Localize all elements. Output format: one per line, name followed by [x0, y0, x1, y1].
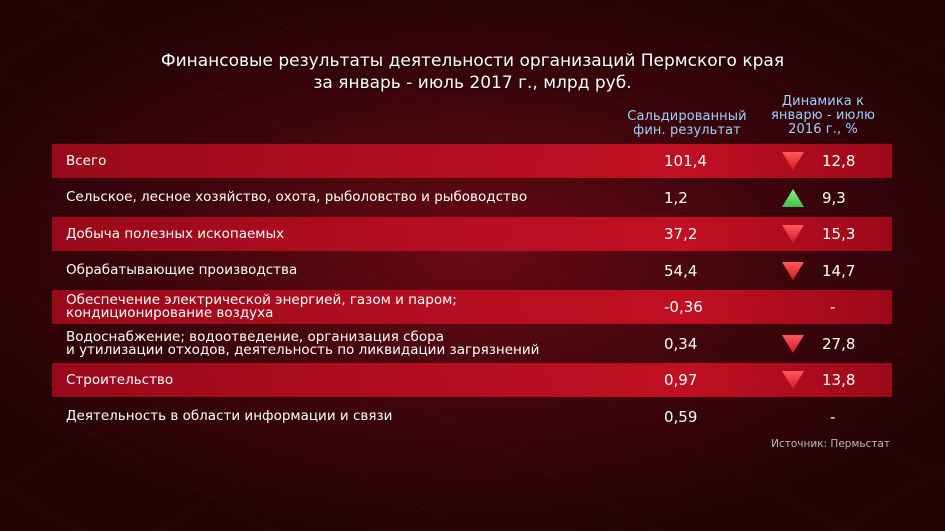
row-dynamics-value: - — [830, 407, 836, 426]
table-row: Добыча полезных ископаемых 37,2 15,3 — [52, 217, 892, 251]
row-dynamics-value: 9,3 — [822, 188, 846, 207]
trend-up-icon — [782, 188, 804, 207]
column-header-saldo: Сальдированный фин. результат — [627, 109, 747, 138]
row-saldo-value: 0,97 — [664, 371, 698, 389]
row-name: Обеспечение электрической энергией, газо… — [66, 292, 457, 321]
row-saldo-value: -0,36 — [664, 298, 703, 316]
row-name: Водоснабжение; водоотведение, организаци… — [66, 328, 540, 358]
table-row: Деятельность в области информации и связ… — [52, 400, 892, 434]
table-row: Всего 101,4 12,8 — [52, 144, 892, 178]
table-row: Обрабатывающие производства 54,4 14,7 — [52, 254, 892, 288]
row-name: Добыча полезных ископаемых — [66, 225, 285, 242]
table-row: Обеспечение электрической энергией, газо… — [52, 290, 892, 324]
trend-down-icon — [782, 225, 804, 243]
row-saldo-value: 0,59 — [664, 407, 698, 426]
row-saldo-value: 0,34 — [664, 334, 698, 353]
trend-down-icon — [782, 261, 804, 280]
source-note: Источник: Пермьстат — [771, 438, 890, 450]
table-row: Сельское, лесное хозяйство, охота, рыбол… — [52, 181, 892, 215]
row-name: Всего — [66, 152, 107, 169]
row-name: Деятельность в области информации и связ… — [66, 408, 393, 424]
row-dynamics-value: 12,8 — [822, 152, 856, 170]
row-name: Строительство — [66, 371, 174, 388]
trend-down-icon — [782, 371, 804, 389]
title-line-2: за январь - июль 2017 г., млрд руб. — [313, 73, 632, 93]
row-name: Сельское, лесное хозяйство, охота, рыбол… — [66, 189, 528, 205]
chart-title: Финансовые результаты деятельности орган… — [60, 50, 885, 94]
row-saldo-value: 54,4 — [664, 261, 698, 280]
row-dynamics-value: 13,8 — [822, 371, 856, 389]
row-dynamics-value: 14,7 — [822, 261, 856, 280]
row-name: Обрабатывающие производства — [66, 262, 298, 278]
row-dynamics-value: 27,8 — [822, 334, 856, 353]
column-header-dynamics: Динамика к январю - июлю 2016 г., % — [770, 94, 876, 137]
table-row: Водоснабжение; водоотведение, организаци… — [52, 327, 892, 361]
trend-down-icon — [782, 334, 804, 353]
row-saldo-value: 37,2 — [664, 225, 698, 243]
title-line-1: Финансовые результаты деятельности орган… — [160, 51, 785, 71]
trend-down-icon — [782, 152, 804, 170]
row-dynamics-value: 15,3 — [822, 225, 856, 243]
row-dynamics-value: - — [830, 298, 836, 316]
row-saldo-value: 1,2 — [664, 188, 688, 207]
row-saldo-value: 101,4 — [664, 152, 707, 170]
table-row: Строительство 0,97 13,8 — [52, 363, 892, 397]
